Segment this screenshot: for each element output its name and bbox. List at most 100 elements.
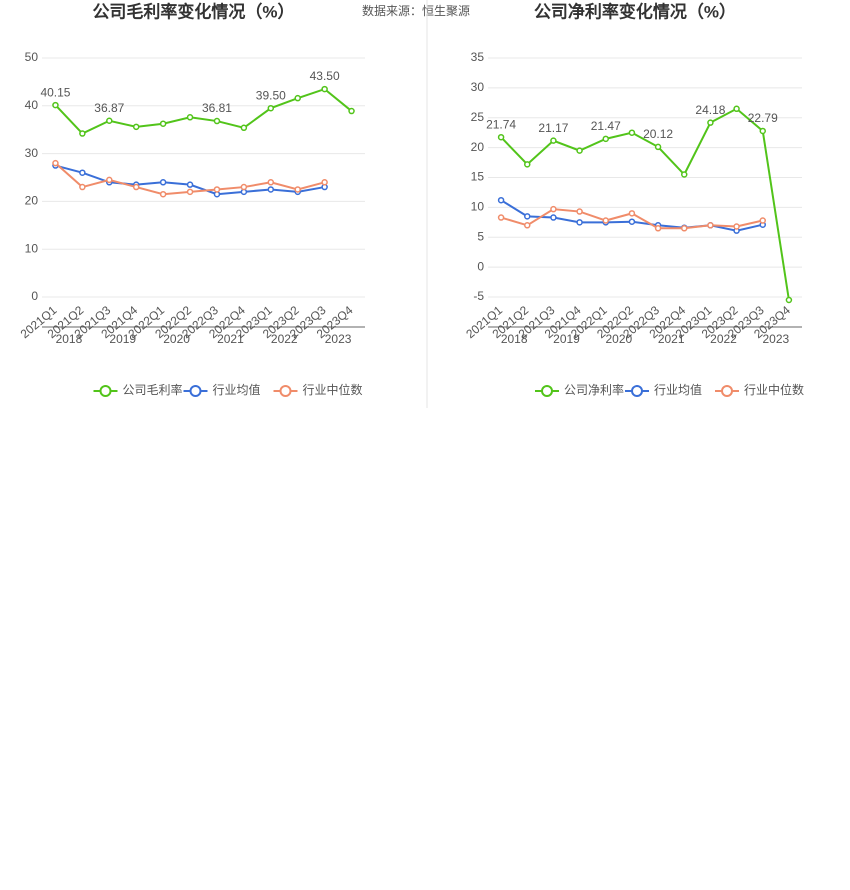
point	[321, 85, 328, 93]
point	[628, 210, 636, 217]
y-tick-label: 10	[25, 241, 39, 255]
y-tick-label: 20	[25, 194, 39, 208]
point	[524, 222, 531, 229]
point	[576, 208, 583, 215]
source: 数据来源：恒生聚源	[362, 3, 470, 18]
point	[132, 183, 140, 191]
point	[79, 130, 86, 137]
point	[497, 214, 505, 221]
year-label: 2020	[605, 332, 632, 346]
point	[628, 129, 636, 136]
y-tick-label: 10	[471, 200, 485, 214]
y-tick-label: -5	[473, 289, 484, 303]
data-label: 43.50	[310, 69, 340, 83]
data-label: 36.81	[202, 101, 232, 115]
y-tick-label: 30	[471, 80, 485, 94]
legend-marker	[279, 385, 292, 397]
point	[602, 135, 609, 143]
data-label: 21.47	[591, 119, 621, 133]
point	[602, 217, 609, 224]
legend-marker	[189, 385, 202, 397]
point	[267, 186, 275, 193]
point	[681, 171, 688, 178]
data-label: 22.79	[748, 111, 778, 125]
y-tick-label: 0	[477, 259, 484, 273]
y-tick-label: 20	[471, 140, 485, 154]
point	[524, 161, 531, 168]
point	[759, 217, 766, 224]
y-tick-label: 15	[471, 170, 485, 184]
year-label: 2023	[325, 332, 352, 346]
year-label: 2023	[762, 332, 789, 346]
point	[267, 179, 275, 186]
point	[497, 133, 505, 141]
y-tick-label: 0	[31, 289, 38, 303]
point	[213, 186, 221, 193]
point	[159, 120, 167, 127]
legend-label: 公司毛利率	[123, 382, 183, 397]
point	[654, 225, 662, 232]
legend-label: 行业中位数	[744, 382, 804, 397]
legend-marker	[631, 385, 643, 397]
y-tick-label: 5	[477, 229, 484, 243]
y-tick-label: 25	[471, 110, 485, 124]
year-label: 2018	[501, 332, 528, 346]
y-tick-label: 30	[25, 146, 39, 160]
point	[550, 214, 557, 221]
point	[348, 107, 355, 115]
point	[159, 179, 167, 186]
point	[733, 105, 740, 113]
year-label: 2018	[56, 332, 83, 346]
point	[550, 137, 557, 144]
point	[707, 222, 714, 229]
point	[186, 114, 194, 121]
legend-label: 行业均值	[213, 382, 261, 397]
point	[576, 147, 583, 154]
legend-label: 行业均值	[654, 382, 702, 397]
point	[159, 190, 167, 198]
legend-label: 行业中位数	[303, 382, 363, 397]
point	[106, 117, 113, 125]
y-tick-label: 50	[25, 50, 39, 64]
point	[550, 205, 557, 213]
year-label: 2019	[109, 332, 136, 346]
point	[186, 188, 194, 196]
data-label: 36.87	[94, 101, 124, 115]
point	[707, 119, 714, 126]
legend-marker	[541, 385, 553, 397]
point	[240, 124, 248, 132]
y-tick-label: 40	[25, 98, 39, 112]
year-label: 2021	[658, 332, 685, 346]
point	[240, 183, 248, 191]
point	[186, 181, 194, 188]
point	[267, 104, 275, 112]
legend-marker	[721, 385, 733, 397]
point	[321, 179, 328, 186]
point	[759, 127, 766, 135]
y-tick-label: 35	[471, 50, 485, 64]
year-label: 2022	[271, 332, 298, 346]
chart-title: 公司净利率变化情况（%）	[534, 1, 736, 21]
chart-title: 公司毛利率变化情况（%）	[92, 1, 294, 21]
point	[79, 183, 86, 191]
point	[497, 196, 505, 204]
data-label: 40.15	[40, 85, 70, 99]
point	[733, 223, 740, 230]
year-label: 2021	[217, 332, 244, 346]
point	[52, 159, 59, 167]
series-line	[500, 107, 790, 301]
data-label: 39.50	[256, 88, 286, 102]
year-label: 2022	[710, 332, 737, 346]
point	[294, 94, 301, 102]
point	[681, 225, 688, 232]
legend-label: 公司净利率	[564, 382, 624, 397]
data-label: 21.17	[538, 121, 568, 135]
data-label: 24.18	[695, 103, 725, 117]
point	[132, 123, 140, 131]
series-line	[54, 87, 353, 135]
point	[106, 176, 113, 184]
point	[628, 218, 636, 225]
year-label: 2020	[163, 332, 190, 346]
point	[524, 213, 531, 220]
